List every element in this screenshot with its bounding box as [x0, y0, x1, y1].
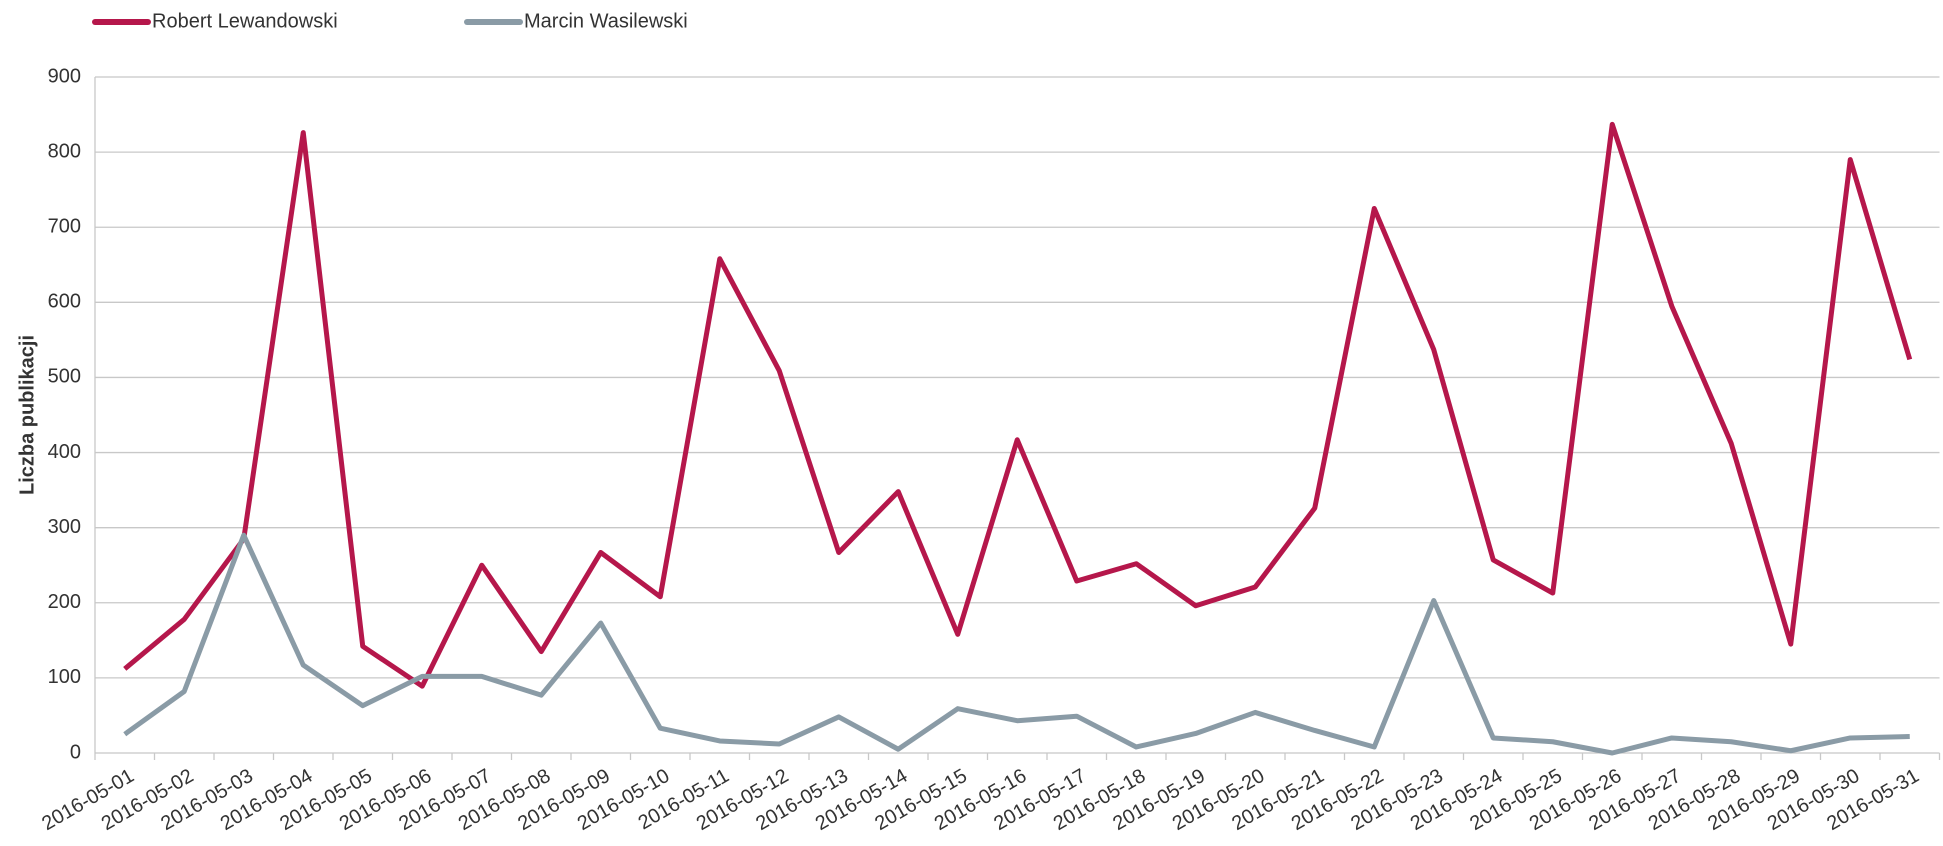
y-tick-label: 900	[48, 65, 81, 87]
legend-label: Marcin Wasilewski	[524, 10, 688, 32]
y-tick-label: 600	[48, 291, 81, 313]
line-series	[123, 121, 1913, 689]
y-tick-label: 400	[48, 441, 81, 463]
line-series	[123, 532, 1910, 756]
y-tick-label: 200	[48, 591, 81, 613]
legend-label: Robert Lewandowski	[152, 10, 338, 32]
y-axis-label: Liczba publikacji	[16, 335, 38, 495]
y-tick-label: 0	[70, 741, 81, 763]
y-tick-label: 700	[48, 216, 81, 238]
y-tick-label: 500	[48, 366, 81, 388]
y-tick-label: 800	[48, 140, 81, 162]
y-tick-label: 100	[48, 666, 81, 688]
y-tick-label: 300	[48, 516, 81, 538]
